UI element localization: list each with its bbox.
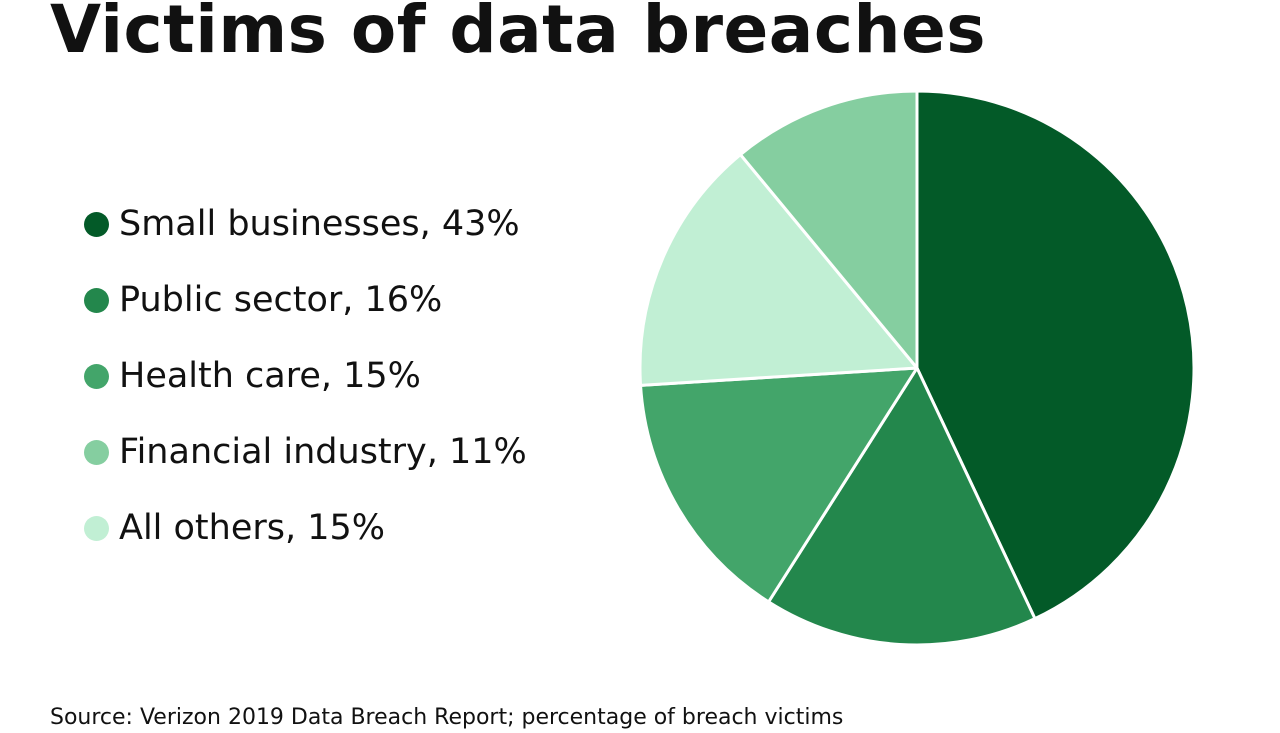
legend-item-small-businesses: Small businesses, 43% [84,186,527,262]
legend-swatch-financial-industry [84,439,109,465]
legend-swatch-public-sector [84,287,109,313]
legend-swatch-health-care [84,363,109,389]
pie-slice-financial-industry [738,89,919,370]
legend-item-all-others: All others, 15% [84,490,527,566]
pie-chart [638,89,1196,647]
chart-title: Victims of data breaches [50,0,986,68]
legend: Small businesses, 43% Public sector, 16%… [84,186,527,566]
legend-item-health-care: Health care, 15% [84,338,527,414]
legend-label-health-care: Health care, 15% [119,356,421,396]
pie-slice-public-sector [767,366,1037,647]
source-note: Source: Verizon 2019 Data Breach Report;… [50,705,844,730]
legend-item-public-sector: Public sector, 16% [84,262,527,338]
pie-slice-small-businesses [915,89,1196,621]
legend-label-financial-industry: Financial industry, 11% [119,432,527,472]
pie-slice-health-care [639,366,919,604]
legend-item-financial-industry: Financial industry, 11% [84,414,527,490]
legend-label-all-others: All others, 15% [119,508,386,548]
legend-label-public-sector: Public sector, 16% [119,280,443,320]
pie-slice-all-others [638,153,919,387]
legend-swatch-small-businesses [84,211,109,237]
legend-label-small-businesses: Small businesses, 43% [119,204,520,244]
legend-swatch-all-others [84,515,109,541]
